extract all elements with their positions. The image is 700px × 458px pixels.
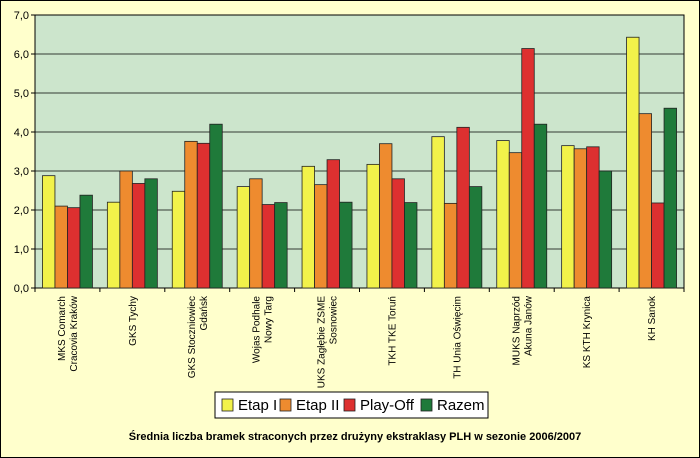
bar bbox=[468, 186, 483, 289]
bar bbox=[573, 148, 588, 289]
y-tick-label: 3,0 bbox=[14, 166, 29, 178]
category-label-line: TKH TKE Toruń bbox=[387, 296, 398, 366]
bar bbox=[106, 201, 121, 289]
category-label-line: MUKS Naprzód bbox=[511, 296, 522, 365]
legend-label: Razem bbox=[437, 397, 485, 414]
bar bbox=[404, 202, 418, 289]
bar bbox=[131, 183, 146, 289]
bar bbox=[171, 190, 186, 289]
category-label: TH Unia Oświęcim bbox=[452, 296, 463, 379]
legend-label: Etap I bbox=[238, 397, 277, 414]
bar bbox=[184, 140, 198, 289]
bar bbox=[431, 136, 445, 289]
category-label-line: Akuna Janów bbox=[523, 295, 534, 356]
category-label-line: Gdańsk bbox=[199, 295, 210, 330]
category-label-line: KH Sanok bbox=[647, 295, 658, 341]
y-tick-label: 0,0 bbox=[14, 283, 29, 295]
legend-swatch bbox=[221, 398, 234, 412]
legend-swatch bbox=[343, 398, 356, 412]
bar bbox=[236, 186, 251, 289]
bar bbox=[79, 194, 93, 289]
y-tick-label: 4,0 bbox=[14, 127, 29, 139]
category-label: MUKS Naprzód Akuna Janów bbox=[511, 295, 534, 365]
y-tick-label: 6,0 bbox=[14, 49, 29, 61]
category-label-line: GKS Tychy bbox=[128, 296, 139, 346]
category-label: GKS Tychy bbox=[128, 296, 139, 346]
bar bbox=[496, 140, 510, 289]
legend-label: Play-Off bbox=[360, 397, 415, 414]
bar bbox=[651, 202, 665, 289]
bar bbox=[314, 184, 328, 289]
category-label: KH Sanok bbox=[647, 295, 658, 341]
category-label-line: GKS Stoczniowiec bbox=[187, 296, 198, 378]
category-label-line: Sosnowiec bbox=[329, 296, 340, 344]
bar bbox=[521, 48, 535, 289]
bar bbox=[144, 178, 158, 289]
bar bbox=[663, 107, 677, 289]
bar bbox=[379, 143, 393, 289]
bar bbox=[339, 201, 353, 289]
bar bbox=[533, 123, 548, 289]
bar bbox=[42, 175, 56, 289]
bar bbox=[261, 204, 276, 289]
bar bbox=[54, 205, 68, 289]
y-tick-label: 1,0 bbox=[14, 244, 29, 256]
bar bbox=[326, 159, 340, 289]
y-tick-label: 7,0 bbox=[14, 10, 29, 22]
category-label-line: Nowy Targ bbox=[264, 296, 275, 343]
bar bbox=[561, 145, 575, 289]
category-label-line: Cracovia Kraków bbox=[69, 295, 80, 371]
category-label: TKH TKE Toruń bbox=[387, 296, 398, 366]
category-label-line: MKS Comarch bbox=[57, 296, 68, 361]
category-label-line: Wojas Podhale bbox=[252, 296, 263, 364]
bar bbox=[586, 146, 600, 289]
bar bbox=[274, 202, 288, 289]
legend-swatch bbox=[420, 398, 433, 412]
category-label-line: TH Unia Oświęcim bbox=[452, 296, 463, 379]
category-label: UKS Zagłębie ZSME Sosnowiec bbox=[317, 296, 340, 389]
category-label: GKS Stoczniowiec Gdańsk bbox=[187, 295, 210, 378]
bar bbox=[391, 178, 405, 289]
bar bbox=[196, 142, 211, 289]
bar bbox=[249, 178, 263, 289]
legend-label: Etap II bbox=[296, 397, 339, 414]
bar bbox=[67, 207, 81, 289]
bar bbox=[638, 113, 652, 289]
bar bbox=[119, 170, 133, 289]
category-label: Wojas Podhale Nowy Targ bbox=[252, 296, 275, 364]
category-label: KS KTH Krynica bbox=[582, 296, 593, 369]
bar bbox=[301, 165, 315, 289]
y-tick-label: 5,0 bbox=[14, 88, 29, 100]
legend-swatch bbox=[279, 398, 292, 412]
category-label-line: UKS Zagłębie ZSME bbox=[317, 296, 328, 389]
chart-title: Średnia liczba bramek straconych przez d… bbox=[129, 430, 581, 443]
category-label: MKS Comarch Cracovia Kraków bbox=[57, 295, 80, 371]
bar bbox=[456, 126, 470, 289]
bar bbox=[443, 202, 458, 289]
category-label-line: KS KTH Krynica bbox=[582, 296, 593, 369]
bar bbox=[209, 123, 223, 289]
bar bbox=[626, 36, 640, 289]
bar bbox=[508, 152, 523, 289]
bar bbox=[598, 170, 613, 289]
y-tick-label: 2,0 bbox=[14, 205, 29, 217]
bar bbox=[366, 163, 380, 289]
